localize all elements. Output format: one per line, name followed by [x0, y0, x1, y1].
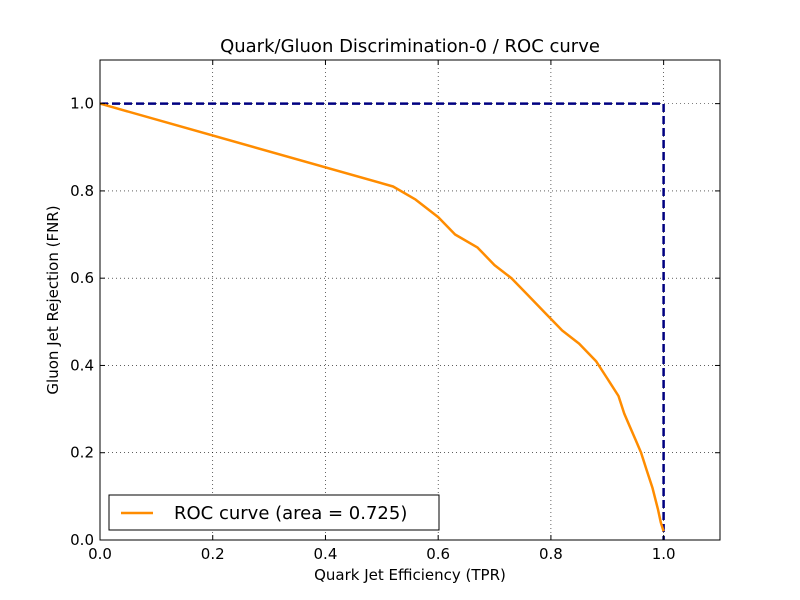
y-tick-label: 0.4 [70, 356, 94, 374]
y-tick-label: 0.0 [70, 531, 94, 549]
plot-frame [99, 59, 721, 541]
x-tick-label: 0.6 [426, 545, 450, 563]
x-tick-label: 0.2 [201, 545, 225, 563]
y-tick-label: 0.8 [70, 182, 94, 200]
legend: ROC curve (area = 0.725) [108, 494, 440, 531]
series-layer [99, 102, 665, 540]
y-tick-label: 0.2 [70, 444, 94, 462]
y-tick-label: 0.6 [70, 269, 94, 287]
y-tick-label: 1.0 [70, 95, 94, 113]
chart-title: Quark/Gluon Discrimination-0 / ROC curve [220, 36, 600, 57]
x-tick-label: 0.4 [314, 545, 338, 563]
legend-box [108, 494, 440, 531]
x-tick-label: 0.0 [88, 545, 112, 563]
reference-line [100, 102, 665, 540]
x-axis-label: Quark Jet Efficiency (TPR) [314, 566, 506, 584]
roc-curve-line [99, 102, 665, 532]
ticks: 0.0 0.2 0.4 0.6 0.8 1.0 0.0 0.2 0.4 0.6 0.8 1.0 [70, 60, 720, 563]
x-tick-label: 0.8 [539, 545, 563, 563]
x-tick-label: 1.0 [652, 545, 676, 563]
plot-area [100, 60, 720, 540]
legend-label-roc: ROC curve (area = 0.725) [174, 503, 407, 524]
y-axis-label: Gluon Jet Rejection (FNR) [44, 205, 62, 394]
